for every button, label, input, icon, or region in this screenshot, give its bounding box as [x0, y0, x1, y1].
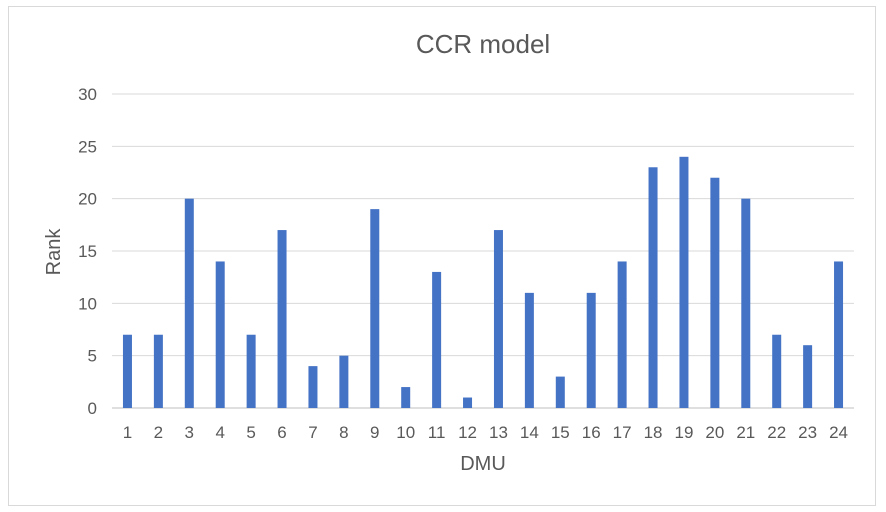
chart-frame	[8, 6, 876, 506]
x-tick-label: 5	[246, 423, 255, 442]
bar-dmu-6	[277, 230, 287, 408]
bar-dmu-13	[493, 230, 503, 408]
bar-dmu-12	[463, 397, 473, 408]
x-tick-label: 23	[798, 423, 817, 442]
x-tick-labels: 1 2 3 4 5 6 7 8 9 10 11 12 13 14 15 16 17 18 19 20 21 22 23 24	[123, 423, 848, 442]
bar-dmu-1	[122, 334, 132, 408]
x-tick-label: 24	[829, 423, 848, 442]
y-tick-label: 5	[88, 347, 97, 366]
bar-dmu-20	[710, 177, 720, 408]
y-tick-label: 20	[78, 190, 97, 209]
x-tick-label: 17	[613, 423, 632, 442]
y-tick-label: 25	[78, 137, 97, 156]
bar-dmu-3	[184, 198, 194, 408]
x-tick-label: 19	[674, 423, 693, 442]
bar-dmu-16	[586, 292, 596, 408]
x-tick-label: 1	[123, 423, 132, 442]
x-tick-label: 20	[705, 423, 724, 442]
x-tick-label: 14	[520, 423, 539, 442]
x-tick-label: 13	[489, 423, 508, 442]
y-tick-label: 10	[78, 294, 97, 313]
bar-dmu-10	[401, 387, 411, 408]
x-axis-title: DMU	[460, 453, 506, 475]
bars	[122, 156, 844, 408]
x-tick-label: 21	[736, 423, 755, 442]
x-tick-label: 8	[339, 423, 348, 442]
x-tick-label: 6	[277, 423, 286, 442]
chart-title: CCR model	[416, 29, 550, 59]
x-tick-label: 11	[428, 423, 446, 442]
bar-dmu-15	[555, 376, 565, 408]
x-tick-label: 15	[551, 423, 570, 442]
bar-dmu-23	[803, 345, 813, 408]
y-tick-label: 30	[78, 85, 97, 104]
gridlines	[112, 93, 854, 409]
x-tick-label: 10	[396, 423, 415, 442]
bar-dmu-14	[524, 292, 534, 408]
bar-dmu-11	[432, 271, 442, 408]
bar-dmu-9	[370, 209, 380, 408]
bar-dmu-21	[741, 198, 751, 408]
bar-dmu-17	[617, 261, 627, 408]
x-tick-label: 2	[154, 423, 163, 442]
x-tick-label: 18	[644, 423, 663, 442]
x-tick-label: 7	[308, 423, 317, 442]
bar-dmu-18	[648, 167, 658, 408]
bar-dmu-4	[215, 261, 225, 408]
bar-dmu-22	[772, 334, 782, 408]
bar-dmu-7	[308, 366, 318, 408]
y-axis-title: Rank	[43, 228, 65, 276]
x-tick-label: 3	[185, 423, 194, 442]
y-tick-label: 0	[88, 399, 97, 418]
x-tick-label: 16	[582, 423, 601, 442]
bar-dmu-19	[679, 156, 689, 408]
bar-dmu-8	[339, 355, 349, 408]
bar-dmu-5	[246, 334, 256, 408]
bar-dmu-24	[834, 261, 844, 408]
x-tick-label: 22	[767, 423, 786, 442]
x-tick-label: 9	[370, 423, 379, 442]
x-tick-label: 4	[215, 423, 224, 442]
y-tick-labels: 0 5 10 15 20 25 30	[78, 85, 97, 418]
bar-dmu-2	[153, 334, 163, 408]
y-tick-label: 15	[78, 242, 97, 261]
x-tick-label: 12	[458, 423, 477, 442]
